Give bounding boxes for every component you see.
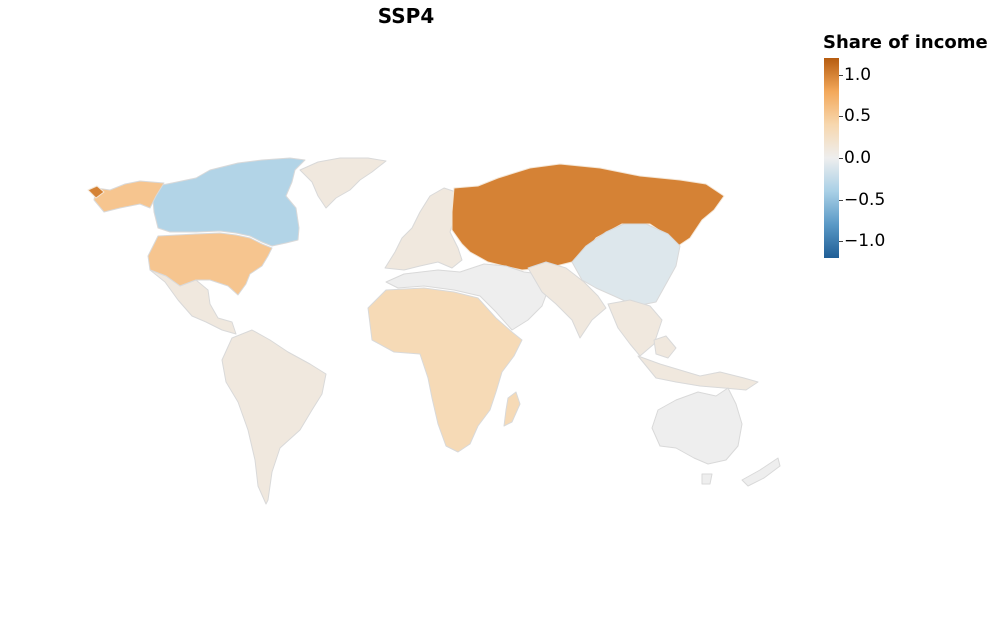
legend-title: Share of income: [823, 32, 988, 53]
region-united-states[interactable]: [147, 232, 273, 296]
region-europe[interactable]: [384, 187, 463, 271]
legend-tick-label: −0.5: [844, 189, 886, 210]
region-latin-america[interactable]: [149, 269, 327, 505]
region-shape[interactable]: [385, 263, 549, 331]
region-shape[interactable]: [653, 335, 677, 359]
legend-tick-label: 1.0: [844, 64, 872, 85]
legend-tick-mark: [839, 74, 843, 76]
region-shape[interactable]: [741, 457, 781, 487]
region-middle-east-and-north-africa[interactable]: [385, 263, 549, 331]
region-south-asia[interactable]: [527, 261, 607, 339]
region-shape[interactable]: [299, 157, 387, 209]
region-shape[interactable]: [637, 355, 759, 391]
region-shape[interactable]: [701, 473, 713, 485]
legend-tick-mark: [839, 199, 843, 201]
region-shape[interactable]: [527, 261, 607, 339]
region-shape[interactable]: [571, 223, 681, 307]
legend-tick-mark: [839, 241, 843, 243]
region-canada[interactable]: [151, 157, 306, 247]
region-shape[interactable]: [503, 391, 521, 427]
legend-tick-label: 0.5: [844, 106, 872, 127]
legend-colorbar: [824, 58, 839, 258]
legend-tick-label: −1.0: [844, 231, 886, 252]
region-shape[interactable]: [151, 157, 306, 247]
legend-tick-mark: [839, 158, 843, 159]
region-shape[interactable]: [147, 232, 273, 296]
legend-tick-label: 0.0: [844, 148, 872, 168]
region-shape[interactable]: [87, 185, 105, 199]
region-shape[interactable]: [149, 269, 237, 335]
region-shape[interactable]: [651, 387, 743, 465]
region-sub-saharan-africa[interactable]: [367, 287, 523, 453]
legend-tick-mark: [839, 116, 843, 118]
region-shape[interactable]: [221, 329, 327, 505]
region-shape[interactable]: [367, 287, 523, 453]
map-title: SSP4: [377, 4, 435, 28]
region-shape[interactable]: [384, 187, 463, 271]
region-alaska[interactable]: [93, 180, 165, 213]
region-shape[interactable]: [607, 299, 663, 357]
region-china[interactable]: [571, 223, 681, 307]
region-greenland[interactable]: [299, 157, 387, 209]
region-shape[interactable]: [93, 180, 165, 213]
region-oceania[interactable]: [651, 387, 781, 487]
region-southeast-asia[interactable]: [607, 299, 759, 391]
